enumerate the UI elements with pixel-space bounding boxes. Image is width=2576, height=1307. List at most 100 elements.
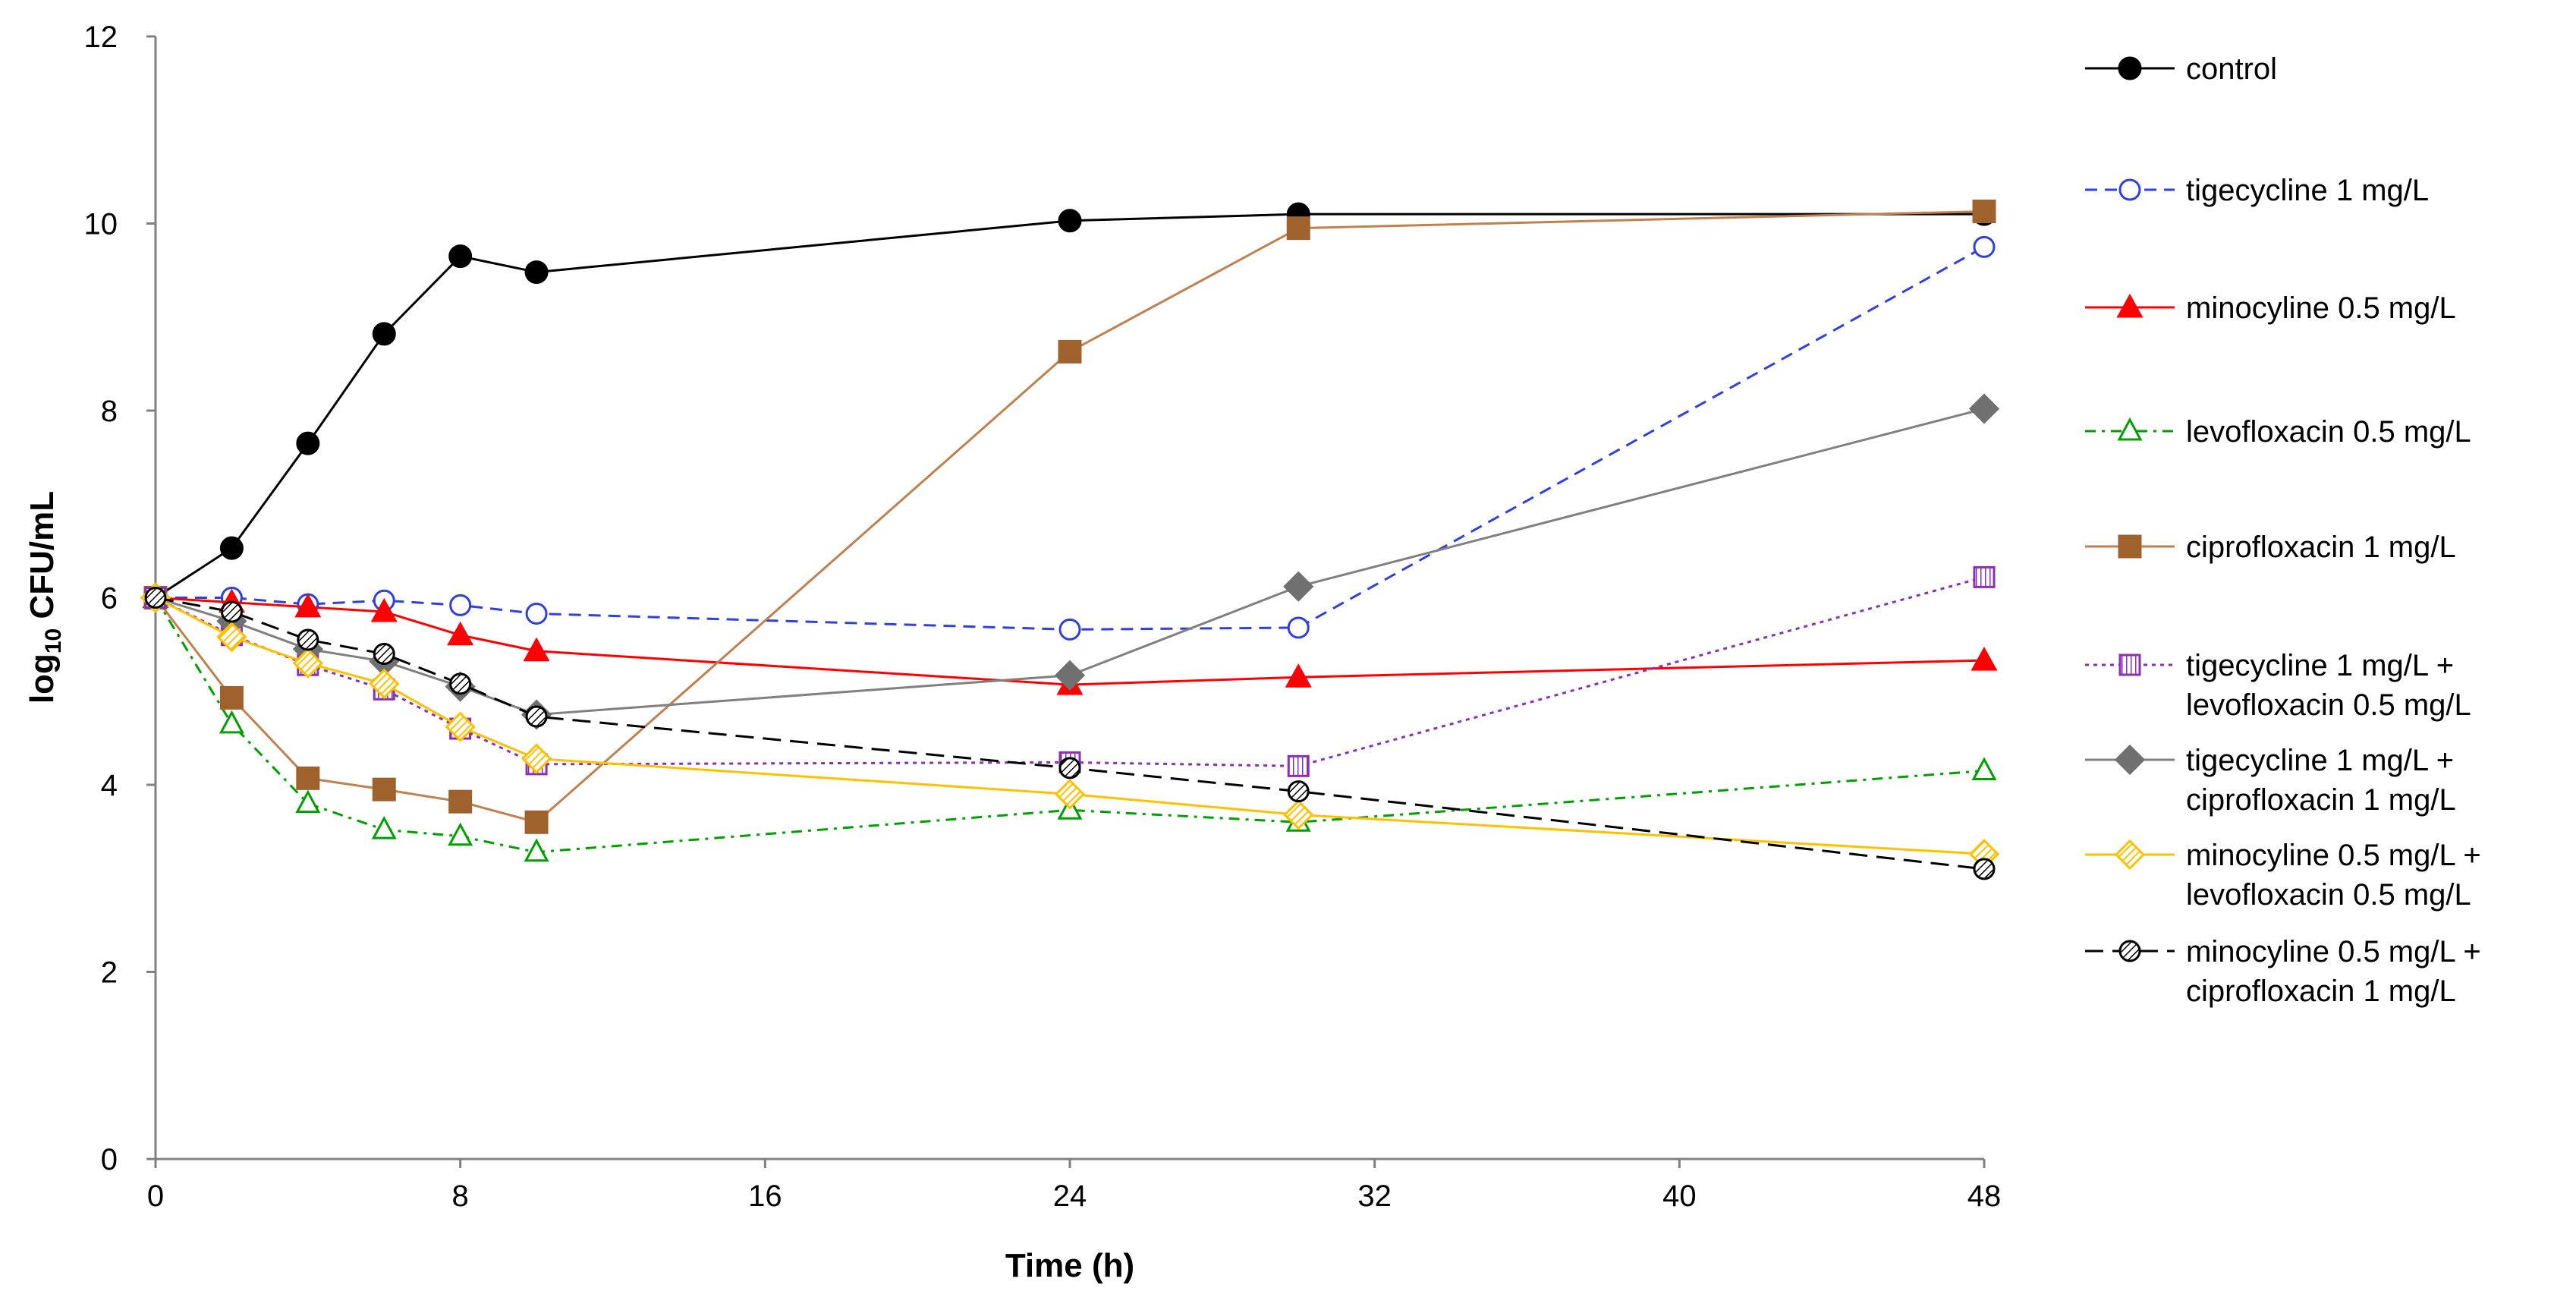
legend-label: minocyline 0.5 mg/L — [2186, 291, 2456, 325]
data-point — [219, 536, 244, 560]
data-point — [295, 789, 321, 814]
x-tick-label: 0 — [147, 1179, 164, 1213]
data-point — [448, 822, 473, 846]
data-point — [1973, 565, 1996, 588]
data-point — [525, 602, 548, 625]
data-point — [1973, 235, 1996, 258]
data-point — [216, 622, 247, 653]
legend-label: minocyline 0.5 mg/L + ciprofloxacin 1 mg/… — [2186, 935, 2481, 1008]
data-point — [219, 710, 244, 734]
legend-marker — [2118, 654, 2141, 676]
data-point — [1971, 757, 1997, 781]
legend-marker — [2116, 293, 2144, 318]
legend-item-ciprofloxacin-1-mg-l: ciprofloxacin 1 mg/L — [2085, 531, 2456, 564]
legend-item-tigecycline-1-mg-l: tigecycline 1 mg/L — [2085, 174, 2429, 207]
legend-marker — [2118, 940, 2141, 962]
data-point — [370, 597, 398, 622]
data-point — [1286, 216, 1310, 241]
data-point — [447, 621, 474, 646]
data-point — [1058, 339, 1082, 364]
legend-item-tigecycline-1-mg-l-levofloxacin-0-5-mg-l: tigecycline 1 mg/L + levofloxacin 0.5 mg/… — [2085, 649, 2471, 722]
data-point — [296, 766, 320, 790]
y-tick-label: 10 — [84, 208, 118, 241]
legend-item-control: control — [2085, 52, 2277, 86]
data-point — [1283, 799, 1314, 830]
data-point — [372, 777, 396, 802]
x-tick-label: 16 — [748, 1179, 782, 1213]
legend-label: control — [2186, 52, 2277, 86]
series-minocyline-0-5-mg-l — [142, 584, 1998, 695]
data-point — [448, 244, 473, 269]
x-tick-label: 24 — [1053, 1179, 1087, 1213]
y-tick-label: 12 — [84, 20, 118, 54]
legend-item-tigecycline-1-mg-l-ciprofloxacin-1-mg-l: tigecycline 1 mg/L + ciprofloxacin 1 mg/L — [2085, 744, 2456, 817]
data-point — [296, 431, 320, 455]
data-point — [1058, 757, 1081, 779]
y-tick-label: 2 — [101, 956, 118, 990]
legend-marker — [2114, 744, 2146, 776]
data-point — [369, 668, 400, 700]
data-point — [524, 260, 549, 285]
legend-item-levofloxacin-0-5-mg-l: levofloxacin 0.5 mg/L — [2085, 415, 2471, 449]
data-point — [1058, 618, 1081, 641]
data-point — [523, 637, 550, 662]
y-tick-label: 0 — [101, 1143, 118, 1176]
x-tick-label: 40 — [1662, 1179, 1697, 1213]
legend-item-minocyline-0-5-mg-l-ciprofloxacin-1-mg-l: minocyline 0.5 mg/L + ciprofloxacin 1 mg/… — [2085, 935, 2481, 1008]
series-line — [154, 209, 1985, 824]
data-point — [1287, 780, 1310, 803]
legend-marker — [2118, 534, 2142, 559]
data-point — [1054, 660, 1086, 691]
legend-label: levofloxacin 0.5 mg/L — [2186, 415, 2471, 449]
series-minocyline-0-5-mg-l-ciprofloxacin-1-mg-l — [144, 587, 1996, 880]
data-point — [1285, 663, 1312, 688]
series-line — [156, 246, 1985, 631]
y-axis-title: log10 CFU/mL — [24, 491, 66, 704]
plot-series — [140, 199, 2000, 880]
data-point — [1058, 209, 1082, 233]
data-point — [525, 705, 548, 728]
data-point — [294, 593, 322, 618]
data-point — [521, 743, 552, 774]
data-point — [373, 642, 395, 665]
data-point — [448, 789, 473, 814]
data-point — [1971, 646, 1998, 671]
data-point — [1283, 571, 1314, 602]
legend-label: tigecycline 1 mg/L + levofloxacin 0.5 mg/… — [2186, 649, 2471, 722]
legend: control tigecycline 1 mg/L minocyline 0.5 … — [2085, 52, 2481, 1008]
x-axis-title: Time (h) — [1005, 1247, 1134, 1284]
data-point — [524, 810, 549, 834]
legend-item-minocyline-0-5-mg-l-levofloxacin-0-5-mg-l: minocyline 0.5 mg/L + levofloxacin 0.5 mg… — [2085, 839, 2481, 912]
y-tick-label: 4 — [101, 769, 118, 802]
legend-label: tigecycline 1 mg/L — [2186, 174, 2429, 207]
data-point — [1968, 393, 2000, 424]
y-ticks: 0 2 4 6 8 10 12 — [84, 20, 156, 1176]
series-tigecycline-1-mg-l — [144, 235, 1996, 641]
x-tick-label: 48 — [1967, 1179, 2002, 1213]
data-point — [372, 322, 396, 346]
data-point — [1287, 754, 1310, 777]
series-control — [143, 202, 1996, 609]
data-point — [1972, 199, 1996, 223]
legend-marker — [2117, 417, 2143, 441]
series-line — [155, 213, 1984, 599]
data-point — [292, 647, 323, 679]
legend-marker — [2118, 56, 2142, 80]
data-point — [524, 838, 549, 862]
legend-marker — [2118, 178, 2141, 201]
data-point — [445, 711, 476, 742]
data-point — [144, 587, 167, 609]
data-point — [371, 815, 397, 839]
data-point — [297, 628, 319, 651]
legend-item-minocyline-0-5-mg-l: minocyline 0.5 mg/L — [2085, 291, 2456, 325]
data-point — [220, 600, 243, 623]
x-ticks: 0 8 16 24 32 40 48 — [147, 1159, 2001, 1213]
data-point — [1054, 779, 1086, 810]
x-tick-label: 32 — [1357, 1179, 1392, 1213]
y-tick-label: 8 — [101, 395, 118, 428]
data-point — [1973, 858, 1996, 880]
x-tick-label: 8 — [452, 1179, 469, 1213]
series-ciprofloxacin-1-mg-l — [143, 199, 1996, 834]
legend-label: tigecycline 1 mg/L + ciprofloxacin 1 mg/L — [2186, 744, 2456, 817]
